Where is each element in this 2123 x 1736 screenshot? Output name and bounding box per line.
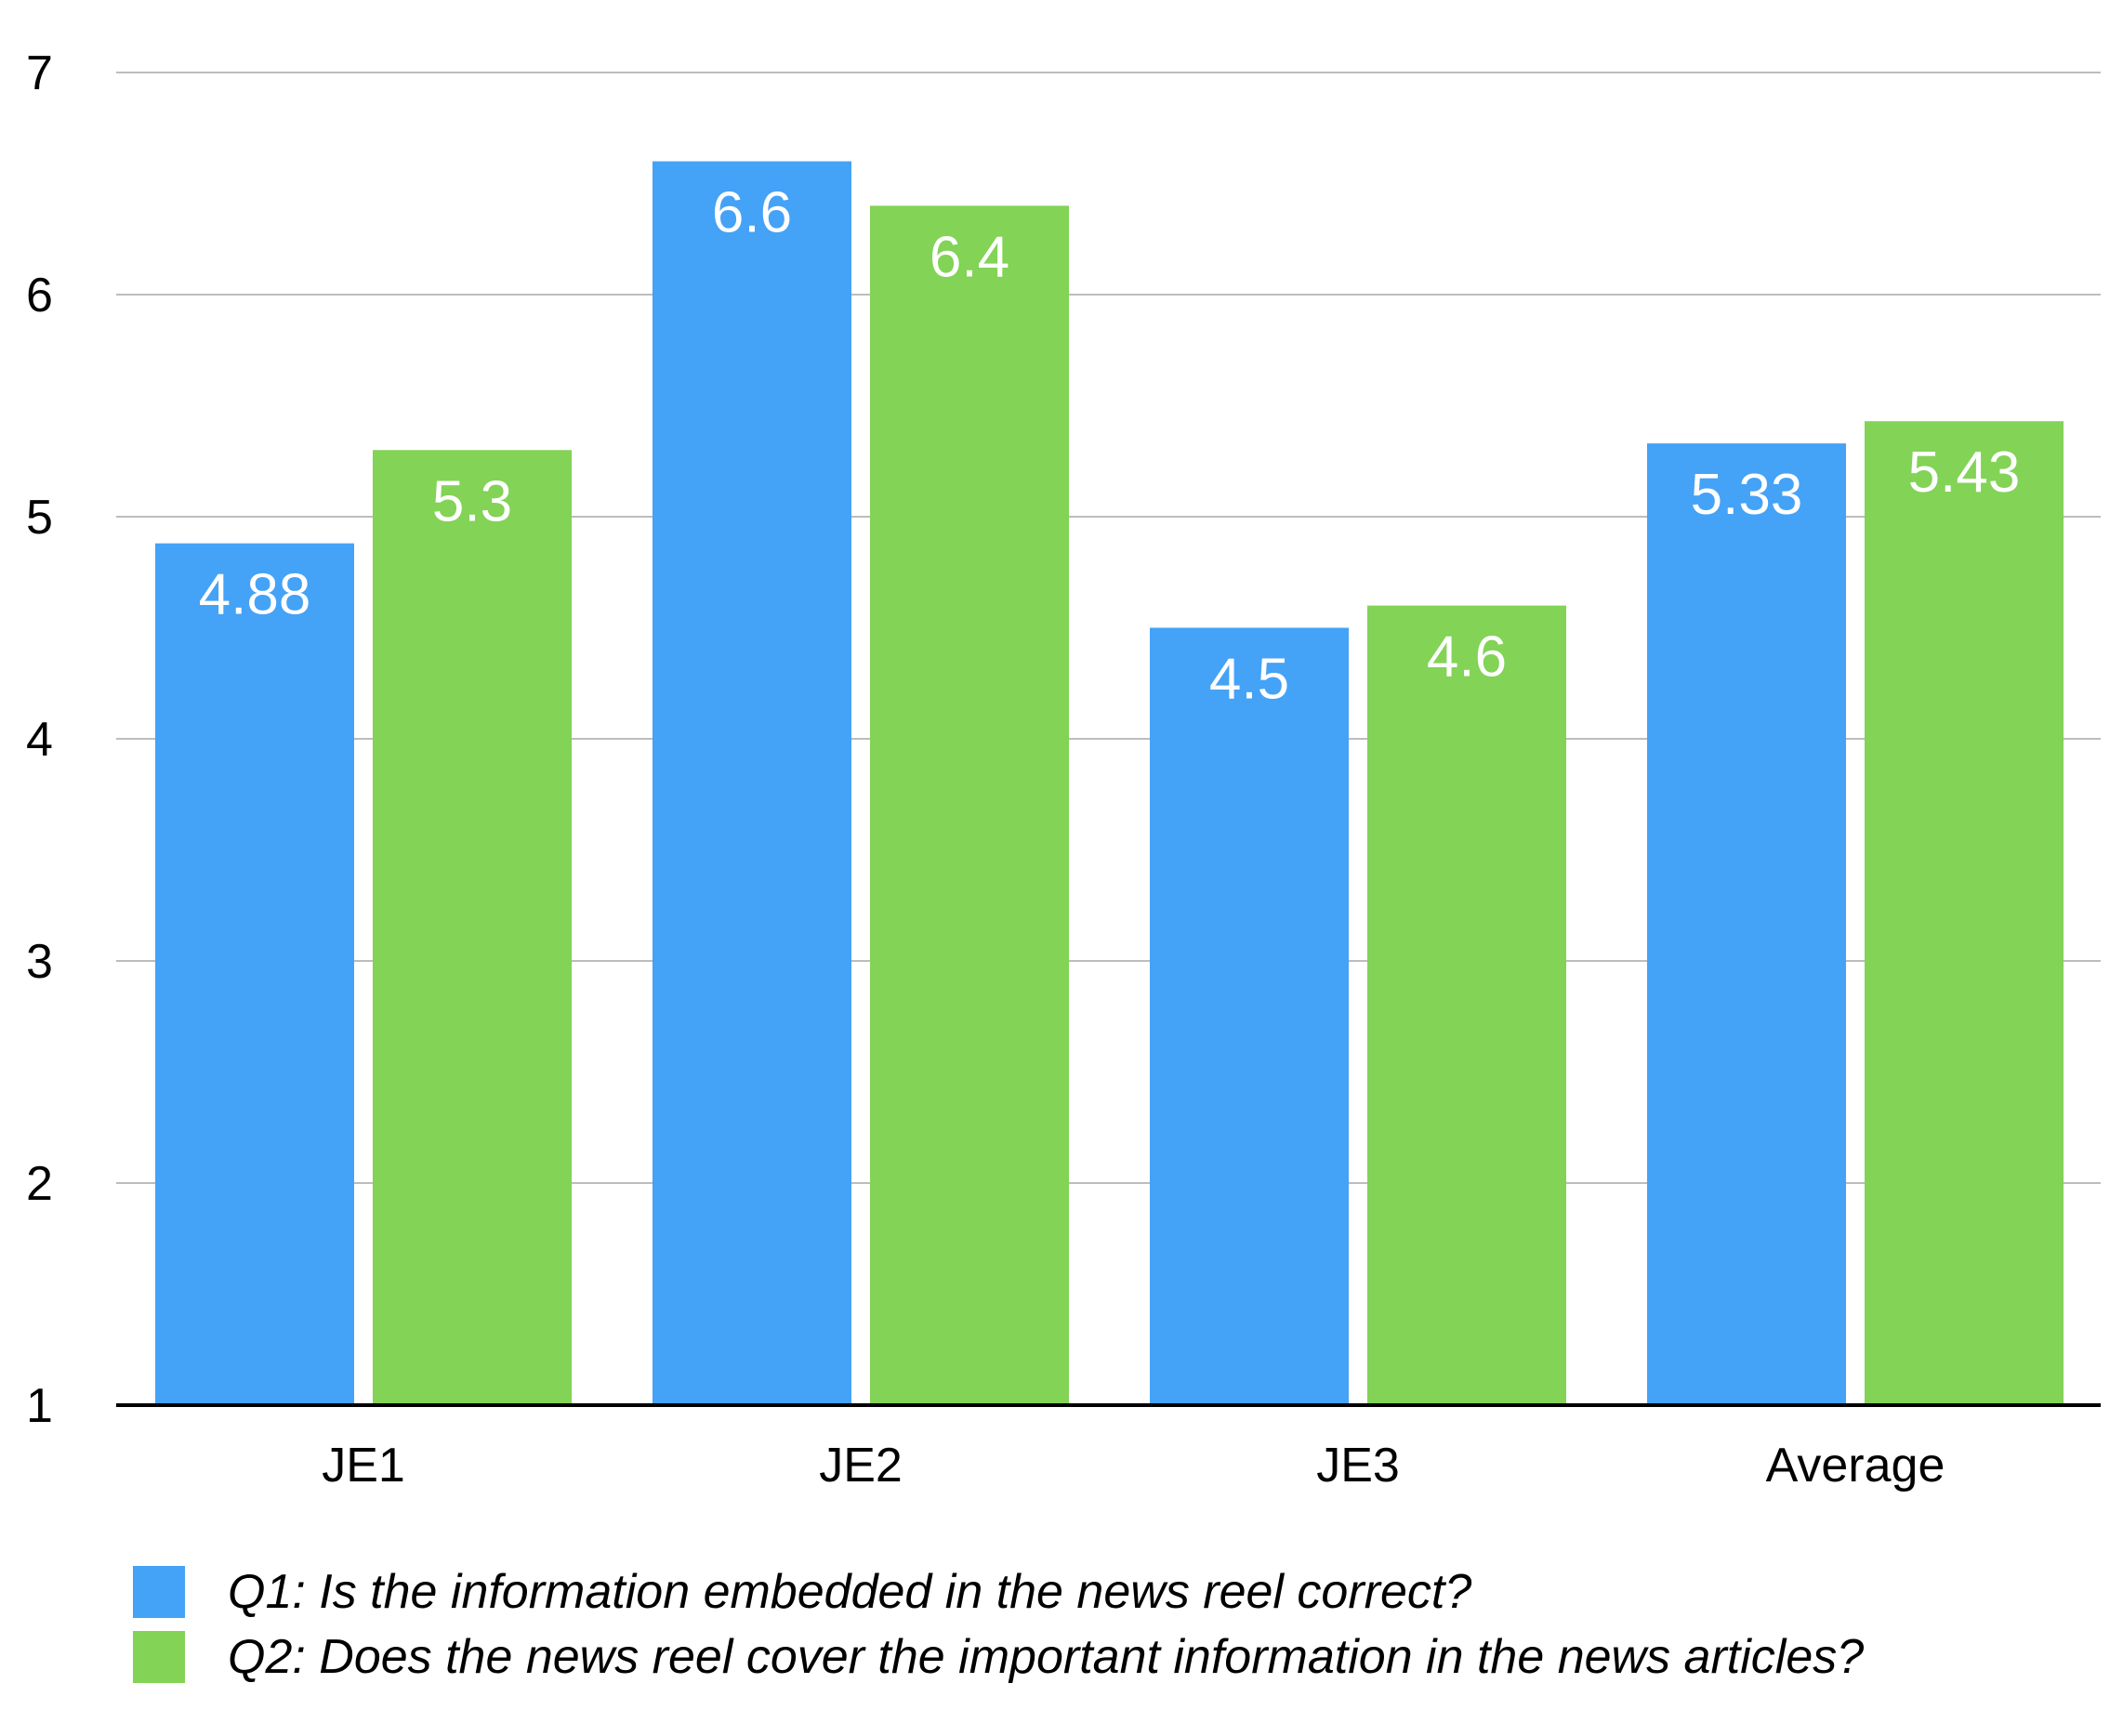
y-tick-label: 3: [26, 935, 53, 989]
bar-average-q1: [1647, 443, 1846, 1405]
y-tick-label: 1: [26, 1379, 53, 1433]
data-label: 5.3: [432, 469, 512, 533]
bar-je1-q1: [155, 543, 354, 1405]
y-tick-label: 2: [26, 1157, 53, 1211]
legend-item-q2: Q2: Does the news reel cover the importa…: [133, 1624, 1864, 1690]
y-tick-label: 4: [26, 713, 53, 767]
legend-label-q2: Q2: Does the news reel cover the importa…: [228, 1630, 1865, 1684]
bar-je3-q2: [1367, 605, 1566, 1405]
legend-swatch-q2: [133, 1631, 185, 1683]
data-label: 4.88: [199, 563, 311, 627]
data-label: 5.33: [1691, 463, 1803, 527]
data-label: 6.6: [712, 181, 792, 245]
y-tick-label: 7: [26, 46, 53, 100]
bar-je3-q1: [1150, 627, 1349, 1405]
legend-swatch-q1: [133, 1566, 185, 1618]
y-tick-label: 5: [26, 491, 53, 545]
x-tick-label: JE2: [819, 1439, 903, 1493]
bar-average-q2: [1865, 421, 2064, 1406]
bars: [155, 161, 2064, 1406]
data-label: 4.5: [1209, 648, 1289, 712]
bar-je2-q1: [653, 161, 851, 1406]
legend-item-q1: Q1: Is the information embedded in the n…: [133, 1559, 1864, 1624]
legend: Q1: Is the information embedded in the n…: [133, 1559, 1864, 1690]
x-tick-label: JE3: [1316, 1439, 1400, 1493]
bar-je1-q2: [373, 450, 572, 1405]
data-label: 5.43: [1908, 441, 2021, 505]
x-tick-label: Average: [1766, 1439, 1945, 1493]
labels: 1 2 3 4 5 6 7 4.88 5.3 JE1 6.6 6.4 JE2 4.5 4.6 JE3 5.33 5…: [26, 46, 2020, 1493]
bar-je2-q2: [870, 205, 1069, 1405]
data-label: 6.4: [930, 225, 1009, 289]
legend-label-q1: Q1: Is the information embedded in the n…: [228, 1565, 1472, 1619]
data-label: 4.6: [1427, 625, 1507, 690]
y-tick-label: 6: [26, 269, 53, 322]
x-tick-label: JE1: [322, 1439, 405, 1493]
